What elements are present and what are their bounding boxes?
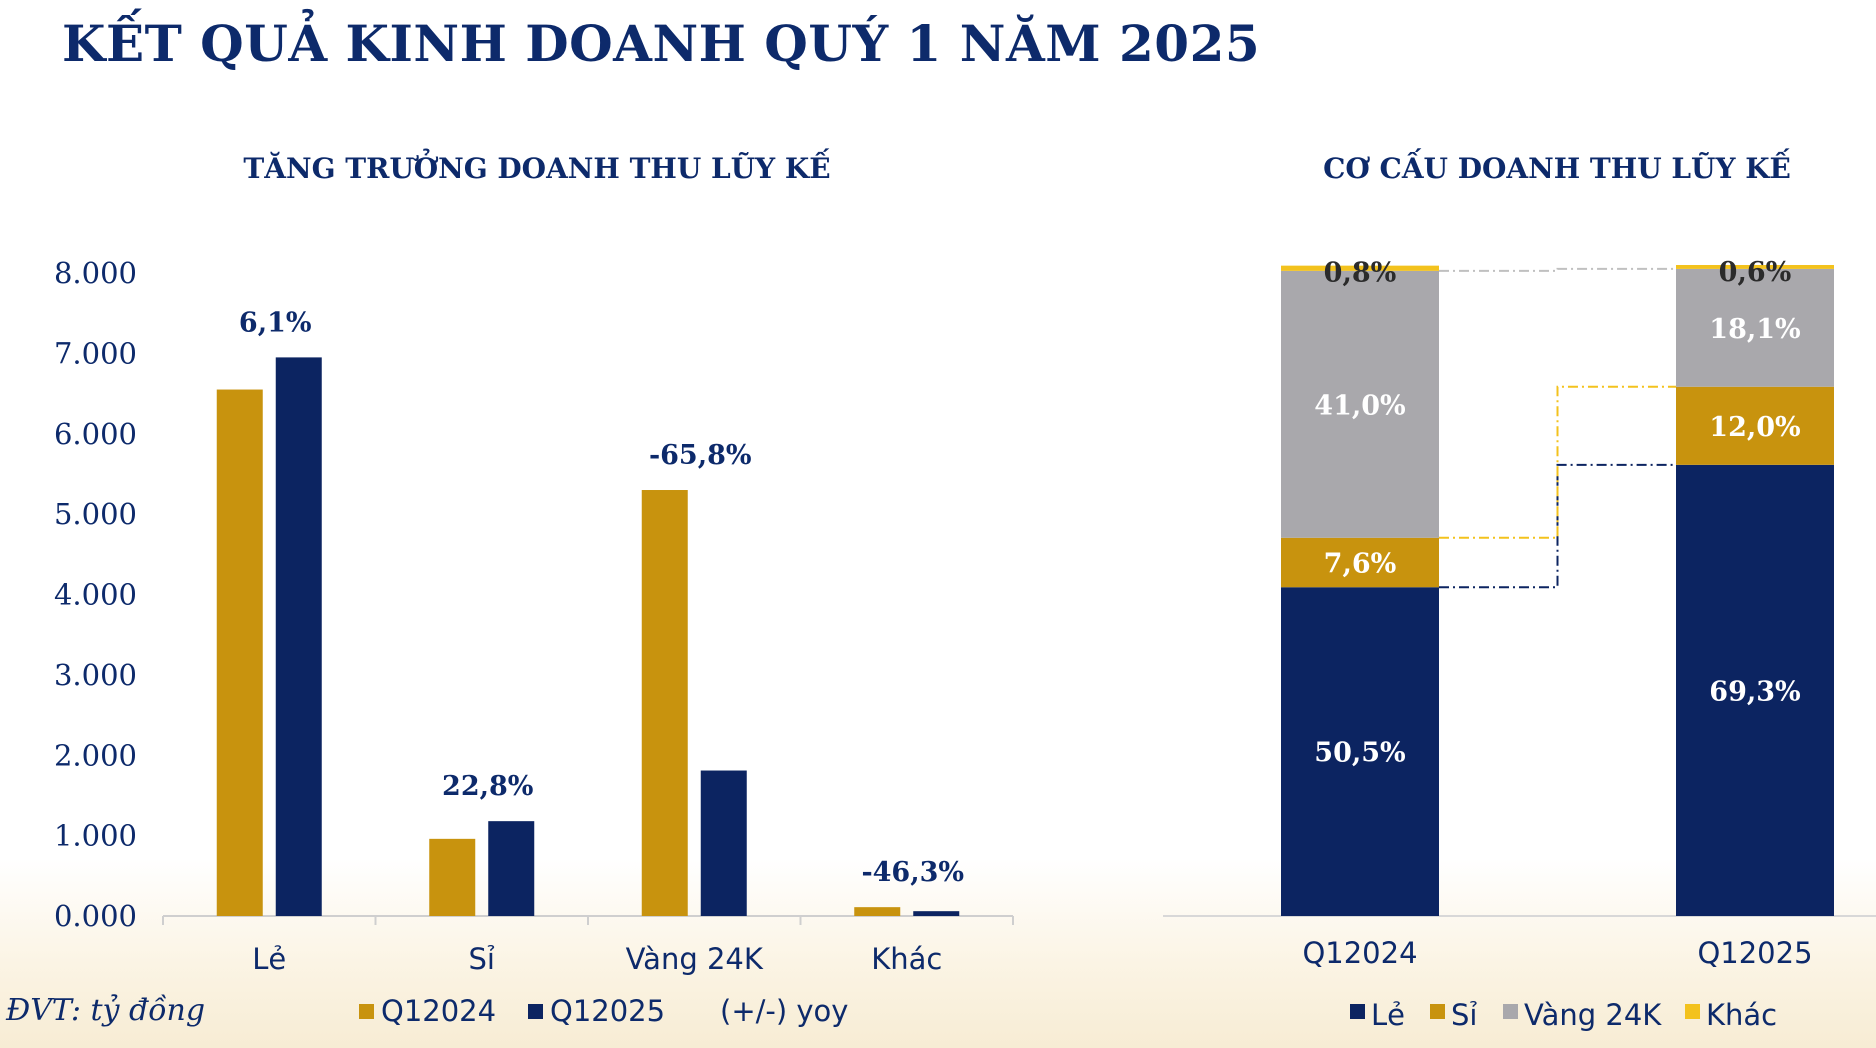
legend-swatch — [1503, 1004, 1518, 1019]
legend-label: (+/-) yoy — [720, 994, 848, 1028]
segment-sỉ — [1676, 386, 1834, 465]
legends: ĐVT: tỷ đồng Q12024 Q12025 (+/-) yoy Lẻ Sỉ Vàn… — [5, 993, 1777, 1032]
legend-swatch — [1350, 1004, 1365, 1019]
segment-label: 12,0% — [1709, 412, 1800, 443]
growth-chart-title: TĂNG TRƯỞNG DOANH THU LŨY KẾ — [243, 148, 830, 185]
segment-khác — [1281, 265, 1439, 271]
segment-label: 69,3% — [1709, 676, 1800, 707]
segment-label: 0,6% — [1719, 257, 1792, 288]
yoy-label: -46,3% — [861, 857, 964, 888]
segment-lẻ — [1676, 464, 1834, 916]
segment-vàng-24k — [1676, 268, 1834, 387]
segment-label: 0,8% — [1324, 258, 1397, 289]
category-label: Sỉ — [469, 942, 495, 976]
segment-sỉ — [1281, 537, 1439, 588]
y-tick-label: 3.000 — [54, 658, 137, 692]
y-tick-label: 8.000 — [54, 256, 137, 290]
y-tick-label: 6.000 — [54, 417, 137, 451]
legend-label: Q12025 — [550, 994, 665, 1028]
legend-label: Q12024 — [381, 994, 496, 1028]
structure-chart-title: CƠ CẤU DOANH THU LŨY KẾ — [1323, 148, 1791, 185]
connector-line — [1439, 267, 1676, 272]
legend-swatch — [1430, 1004, 1445, 1019]
segment-lẻ — [1281, 587, 1439, 916]
segment-khác — [1676, 265, 1834, 269]
structure-chart: 50,5% 7,6% 41,0% 0,8% Q12024 69,3% 12,0% 18,1% 0… — [1163, 257, 1876, 970]
bar-q12025 — [488, 821, 535, 916]
legend-label: Khác — [1706, 998, 1777, 1032]
legend-label: Vàng 24K — [1524, 998, 1662, 1032]
legend-swatch — [1685, 1004, 1700, 1019]
y-tick-label: 0.000 — [54, 899, 137, 933]
bar-q12024 — [216, 389, 263, 916]
segment-label: 18,1% — [1709, 314, 1800, 345]
legend-label: Sỉ — [1451, 998, 1477, 1032]
yoy-label: 22,8% — [442, 771, 533, 802]
legend-swatch — [528, 1004, 543, 1019]
connector-line — [1439, 385, 1676, 539]
category-label: Q12024 — [1302, 936, 1417, 970]
segment-label: 41,0% — [1314, 390, 1405, 421]
segment-label: 50,5% — [1314, 738, 1405, 769]
yoy-label: 6,1% — [239, 307, 312, 338]
category-label: Q12025 — [1697, 936, 1812, 970]
growth-chart: 0.000 1.000 2.000 3.000 4.000 5.000 6.000 7.000… — [54, 256, 1014, 976]
segment-label: 7,6% — [1324, 549, 1397, 580]
y-tick-label: 2.000 — [54, 738, 137, 772]
bar-q12025 — [275, 357, 322, 916]
bar-q12024 — [854, 907, 901, 916]
y-tick-label: 5.000 — [54, 497, 137, 531]
bar-q12025 — [913, 911, 960, 916]
y-tick-label: 4.000 — [54, 578, 137, 612]
bar-q12024 — [641, 490, 688, 916]
bar-q12024 — [429, 838, 476, 916]
legend-swatch — [359, 1004, 374, 1019]
category-label: Lẻ — [252, 942, 286, 976]
bar-q12025 — [700, 770, 747, 916]
legend-label: Lẻ — [1371, 998, 1405, 1032]
yoy-label: -65,8% — [649, 440, 752, 471]
y-tick-label: 7.000 — [54, 336, 137, 370]
y-tick-label: 1.000 — [54, 819, 137, 853]
segment-vàng-24k — [1281, 270, 1439, 538]
category-label: Khác — [871, 942, 942, 976]
unit-note: ĐVT: tỷ đồng — [5, 993, 205, 1028]
page-title: KẾT QUẢ KINH DOANH QUÝ 1 NĂM 2025 — [62, 14, 1261, 73]
category-label: Vàng 24K — [626, 942, 764, 976]
connector-line — [1439, 463, 1676, 589]
